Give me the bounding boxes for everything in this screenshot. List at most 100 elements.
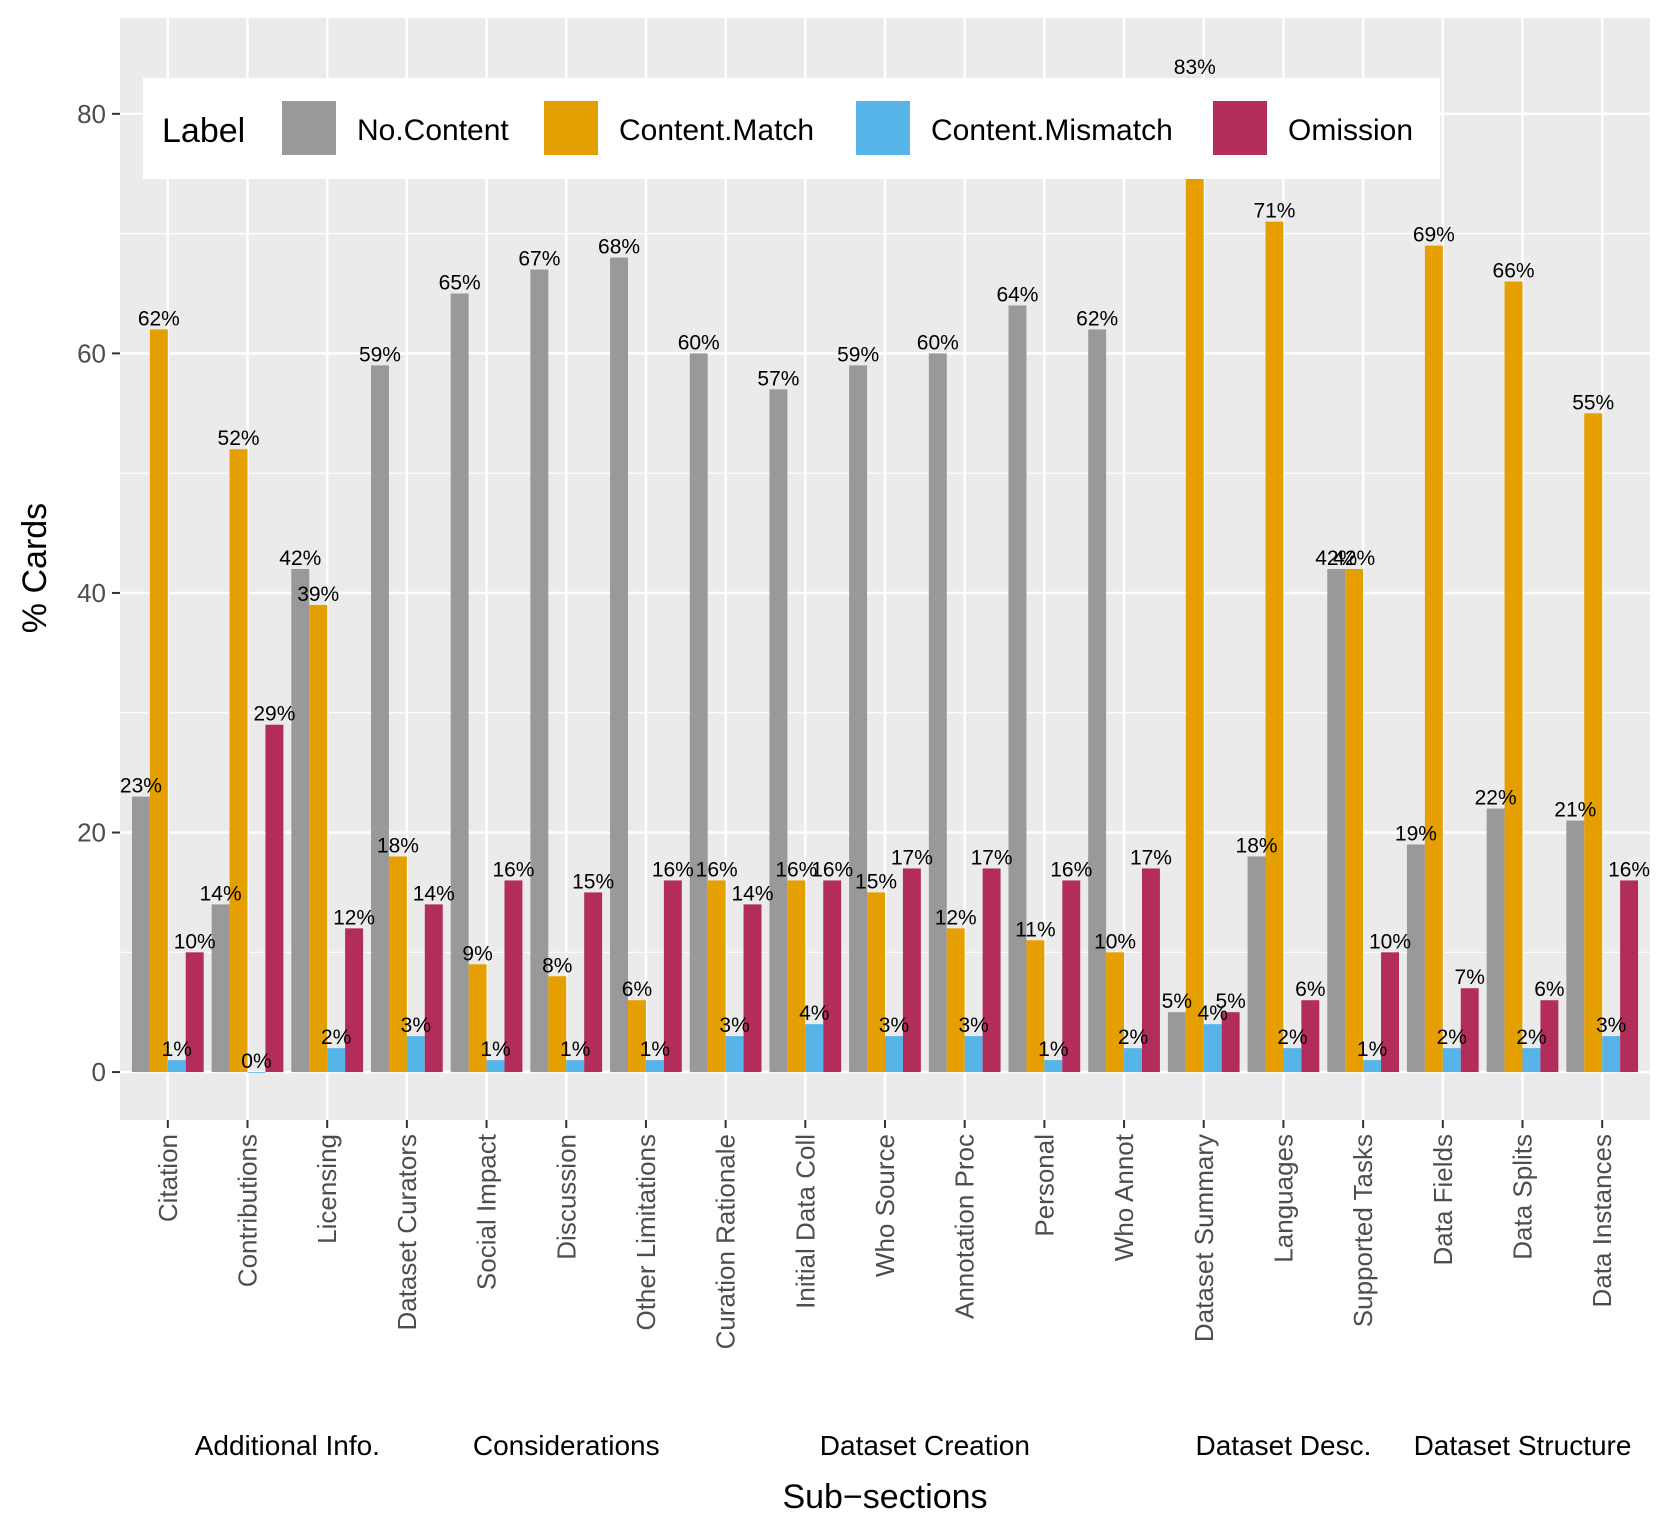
- bar-data-label: 1%: [1038, 1038, 1068, 1061]
- bar-content-match: [628, 1000, 646, 1073]
- bar-omission: [185, 952, 204, 1073]
- bar-no-content: [1486, 808, 1505, 1073]
- bar-data-label: 14%: [200, 882, 242, 905]
- bar-data-label: 3%: [1596, 1014, 1626, 1037]
- bar-content-match: [867, 892, 885, 1073]
- y-axis-title: % Cards: [16, 503, 54, 633]
- bar-data-label: 16%: [811, 858, 853, 881]
- bar-content-match: [1185, 77, 1204, 1073]
- bar-data-label: 1%: [560, 1038, 590, 1061]
- bar-data-label: 17%: [891, 846, 933, 869]
- bar-content-match: [468, 964, 487, 1073]
- bar-data-label: 1%: [162, 1038, 192, 1061]
- x-tick-label: Social Impact: [472, 1133, 502, 1290]
- bar-no-content: [1327, 569, 1346, 1073]
- bar-omission: [1460, 988, 1479, 1073]
- bar-data-label: 1%: [1357, 1038, 1387, 1061]
- bar-content-mismatch: [805, 1024, 824, 1073]
- legend-title: Label: [162, 112, 245, 150]
- bar-data-label: 65%: [439, 272, 481, 295]
- bar-content-match: [1265, 221, 1284, 1073]
- bar-data-label: 55%: [1572, 391, 1614, 414]
- bar-data-label: 12%: [333, 906, 375, 929]
- bar-data-label: 42%: [1315, 547, 1357, 570]
- bar-data-label: 3%: [719, 1014, 749, 1037]
- bar-data-label: 16%: [1050, 858, 1092, 881]
- bar-content-mismatch: [1602, 1036, 1621, 1073]
- bar-content-mismatch: [486, 1060, 505, 1073]
- bar-data-label: 3%: [401, 1014, 431, 1037]
- legend-label: Content.Match: [619, 114, 814, 147]
- bar-content-match: [1504, 281, 1523, 1073]
- bar-data-label: 10%: [1369, 930, 1411, 953]
- x-tick-label: Dataset Curators: [392, 1134, 422, 1331]
- bar-omission: [823, 880, 842, 1073]
- legend-label: Content.Mismatch: [931, 114, 1173, 147]
- bar-data-label: 18%: [1236, 834, 1278, 857]
- bar-no-content: [1566, 820, 1585, 1073]
- group-label: Dataset Creation: [820, 1430, 1030, 1461]
- bar-content-match: [149, 329, 168, 1073]
- legend-label: Omission: [1288, 114, 1413, 147]
- bar-no-content: [1406, 844, 1425, 1073]
- bar-data-label: 23%: [120, 775, 162, 798]
- bar-data-label: 67%: [518, 248, 560, 271]
- bar-data-label: 15%: [572, 870, 614, 893]
- bar-data-label: 6%: [1534, 978, 1564, 1001]
- bar-data-label: 5%: [1215, 990, 1245, 1013]
- group-label: Additional Info.: [195, 1430, 380, 1461]
- bar-data-label: 9%: [462, 942, 492, 965]
- bar-no-content: [530, 269, 549, 1073]
- x-tick-label: Licensing: [312, 1134, 342, 1244]
- bar-data-label: 18%: [377, 834, 419, 857]
- bar-no-content: [689, 353, 708, 1073]
- bar-content-match: [1584, 413, 1603, 1073]
- y-tick-label: 60: [77, 338, 106, 368]
- x-tick-label: Data Splits: [1508, 1134, 1538, 1260]
- x-tick-label: Dataset Summary: [1189, 1134, 1219, 1342]
- bar-content-mismatch: [1203, 1024, 1222, 1073]
- legend-key: [542, 99, 600, 157]
- bar-data-label: 10%: [1094, 930, 1136, 953]
- bar-data-label: 1%: [480, 1038, 510, 1061]
- x-tick-label: Who Annot: [1109, 1133, 1139, 1261]
- bar-data-label: 16%: [1608, 858, 1650, 881]
- bar-content-mismatch: [327, 1048, 346, 1073]
- bar-omission: [345, 928, 364, 1073]
- bar-content-match: [1026, 940, 1045, 1073]
- bar-content-mismatch: [1283, 1048, 1302, 1073]
- bar-no-content: [1088, 329, 1107, 1073]
- bar-data-label: 52%: [218, 427, 260, 450]
- x-tick-label: Contributions: [233, 1134, 263, 1287]
- bar-no-content: [849, 365, 868, 1073]
- bar-no-content: [610, 257, 629, 1073]
- y-tick-label: 0: [92, 1057, 106, 1087]
- bar-data-label: 19%: [1395, 823, 1437, 846]
- bar-content-match: [787, 880, 806, 1073]
- x-tick-label: Curation Rationale: [711, 1134, 741, 1349]
- bar-data-label: 71%: [1253, 200, 1295, 223]
- bar-data-label: 2%: [1277, 1026, 1307, 1049]
- x-axis-title: Sub−sections: [782, 1478, 987, 1516]
- bar-omission: [265, 724, 284, 1073]
- bar-no-content: [1167, 1012, 1186, 1073]
- bar-content-mismatch: [247, 1072, 266, 1073]
- bar-data-label: 42%: [1333, 547, 1375, 570]
- bar-data-label: 2%: [1516, 1026, 1546, 1049]
- bar-content-mismatch: [167, 1060, 186, 1073]
- bar-omission: [1062, 880, 1081, 1073]
- bar-no-content: [1247, 856, 1266, 1073]
- bar-omission: [1620, 880, 1639, 1073]
- bar-omission: [1141, 868, 1160, 1073]
- x-tick-label: Supported Tasks: [1348, 1134, 1378, 1327]
- bar-no-content: [769, 389, 788, 1073]
- x-tick-label: Data Instances: [1587, 1134, 1617, 1307]
- bar-data-label: 68%: [598, 236, 640, 259]
- bar-data-label: 2%: [321, 1026, 351, 1049]
- bar-data-label: 59%: [837, 343, 879, 366]
- bar-content-match: [707, 880, 726, 1073]
- bar-data-label: 29%: [253, 703, 295, 726]
- bar-data-label: 16%: [652, 858, 694, 881]
- x-tick-label: Annotation Proc: [950, 1134, 980, 1319]
